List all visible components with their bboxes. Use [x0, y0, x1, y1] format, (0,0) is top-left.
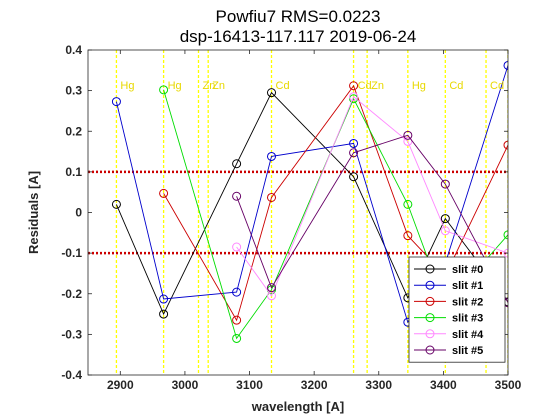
line-marker-label-7: Hg	[412, 80, 426, 92]
line-marker-label-6: Zn	[371, 80, 384, 92]
x-tick-label-6: 3500	[495, 378, 522, 392]
y-tick-label-4: 0	[75, 206, 82, 220]
y-tick-label-2: -0.2	[61, 287, 82, 301]
y-tick-label-6: 0.2	[65, 124, 82, 138]
y-tick-label-1: -0.3	[61, 327, 82, 341]
legend-entry-4: slit #4	[452, 329, 484, 341]
x-tick-label-2: 3100	[236, 378, 263, 392]
chart-subtitle: dsp-16413-117.117 2019-06-24	[180, 27, 417, 46]
line-marker-label-5: Cd	[358, 80, 372, 92]
x-axis-label: wavelength [A]	[251, 399, 344, 414]
line-marker-label-3: Zn	[212, 80, 225, 92]
legend-entry-3: slit #3	[452, 313, 483, 325]
x-tick-label-4: 3300	[365, 378, 392, 392]
legend-entry-0: slit #0	[452, 264, 483, 276]
y-tick-label-5: 0.1	[65, 165, 82, 179]
legend-entry-1: slit #1	[452, 280, 483, 292]
x-tick-label-0: 2900	[107, 378, 134, 392]
x-tick-label-1: 3000	[172, 378, 199, 392]
legend-entry-5: slit #5	[452, 345, 483, 357]
chart-title: Powfiu7 RMS=0.0223	[216, 7, 381, 26]
line-marker-label-1: Hg	[168, 80, 182, 92]
line-marker-label-0: Hg	[120, 80, 134, 92]
y-tick-label-7: 0.3	[65, 84, 82, 98]
y-axis-label: Residuals [A]	[26, 171, 41, 254]
x-tick-label-3: 3200	[301, 378, 328, 392]
y-tick-label-0: -0.4	[61, 368, 82, 382]
y-tick-label-3: -0.1	[61, 246, 82, 260]
line-marker-label-8: Cd	[449, 80, 463, 92]
line-marker-label-9: Cd	[490, 80, 504, 92]
line-marker-label-4: Cd	[276, 80, 290, 92]
legend-entry-2: slit #2	[452, 296, 483, 308]
x-tick-label-5: 3400	[430, 378, 457, 392]
y-tick-label-8: 0.4	[65, 43, 82, 57]
